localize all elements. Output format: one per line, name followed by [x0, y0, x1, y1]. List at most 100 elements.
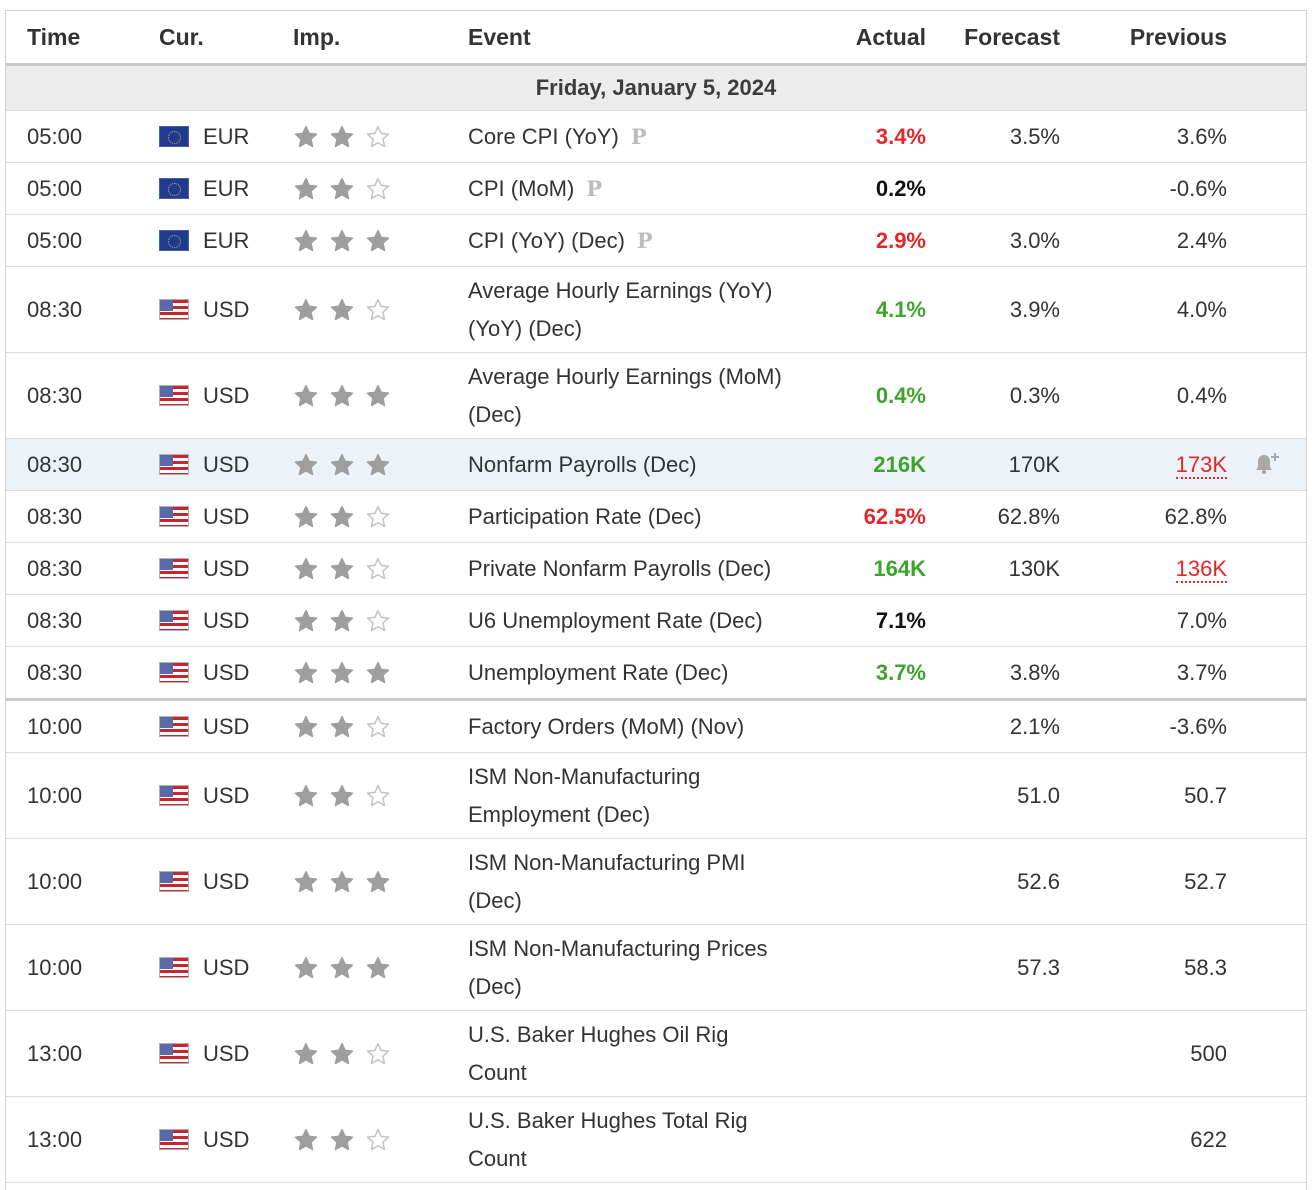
header-previous[interactable]: Previous: [1129, 23, 1227, 50]
add-alert-bell-icon[interactable]: [1252, 449, 1282, 481]
header-event[interactable]: Event: [468, 24, 531, 50]
event-name[interactable]: U.S. Baker Hughes Oil Rig: [468, 1021, 729, 1047]
event-name-line2[interactable]: (Dec): [468, 973, 522, 999]
table-row[interactable]: 10:00 USD ISM Non-Manufacturing Employment …: [6, 753, 1306, 839]
header-importance[interactable]: Imp.: [293, 23, 341, 50]
table-row[interactable]: 10:00 USD Factory Orders (MoM) (Nov) 2.1% -3…: [6, 701, 1306, 753]
table-row[interactable]: 08:30 USD Nonfarm Payrolls (Dec) 216K 170K 17…: [6, 439, 1306, 491]
currency-cell: EUR: [138, 228, 290, 254]
event-name[interactable]: U6 Unemployment Rate (Dec): [468, 607, 763, 633]
previous-value: 3.6%: [1176, 123, 1227, 149]
star-filled-icon: [365, 955, 391, 981]
currency-code: USD: [203, 954, 250, 980]
table-row[interactable]: 05:00 EUR Core CPI (YoY) P 3.4% 3.5% 3.6%: [6, 111, 1306, 163]
event-name[interactable]: ISM Non-Manufacturing PMI: [468, 849, 746, 875]
importance-stars: [290, 660, 468, 686]
header-currency[interactable]: Cur.: [159, 23, 204, 50]
star-filled-icon: [293, 714, 319, 740]
event-cell: Nonfarm Payrolls (Dec): [468, 446, 850, 484]
table-row[interactable]: 08:30 USD Average Hourly Earnings (MoM) (De…: [6, 353, 1306, 439]
previous-value: 622: [1190, 1126, 1227, 1152]
event-name[interactable]: Average Hourly Earnings (YoY): [468, 277, 773, 303]
previous-revised-value[interactable]: 136K: [1175, 555, 1227, 583]
us-flag-icon: [159, 385, 189, 406]
star-filled-icon: [293, 1127, 319, 1153]
header-forecast[interactable]: Forecast: [964, 23, 1060, 50]
event-time: 08:30: [27, 607, 83, 633]
event-name[interactable]: CPI (YoY) (Dec): [468, 227, 625, 253]
table-row[interactable]: 08:30 USD Participation Rate (Dec) 62.5% 62.…: [6, 491, 1306, 543]
event-name[interactable]: Core CPI (YoY): [468, 123, 619, 149]
preliminary-icon: P: [586, 175, 603, 201]
currency-code: USD: [203, 782, 250, 808]
table-row[interactable]: 10:00 USD ISM Non-Manufacturing PMI (Dec) 52…: [6, 839, 1306, 925]
currency-code: USD: [203, 382, 250, 408]
table-row[interactable]: 08:30 USD Average Hourly Earnings (YoY) (Yo…: [6, 267, 1306, 353]
table-row[interactable]: 08:30 USD U6 Unemployment Rate (Dec) 7.1% 7.…: [6, 595, 1306, 647]
table-row[interactable]: 05:00 EUR CPI (MoM) P 0.2% -0.6%: [6, 163, 1306, 215]
us-flag-icon: [159, 558, 189, 579]
importance-stars: [290, 452, 468, 478]
table-row[interactable]: 13:00 USD U.S. Baker Hughes Oil Rig Count 50…: [6, 1011, 1306, 1097]
event-time: 13:00: [27, 1040, 83, 1066]
star-filled-icon: [293, 660, 319, 686]
importance-stars: [290, 955, 468, 981]
event-cell: Core CPI (YoY) P: [468, 118, 850, 156]
event-name-line2[interactable]: Employment (Dec): [468, 801, 651, 827]
currency-cell: USD: [138, 714, 290, 740]
event-time: 10:00: [27, 782, 83, 808]
event-name[interactable]: ISM Non-Manufacturing: [468, 763, 701, 789]
event-name[interactable]: CPI (MoM): [468, 175, 575, 201]
event-name-line2[interactable]: (Dec): [468, 887, 522, 913]
event-name[interactable]: Unemployment Rate (Dec): [468, 659, 729, 685]
event-name[interactable]: Factory Orders (MoM) (Nov): [468, 713, 745, 739]
event-name[interactable]: Average Hourly Earnings (MoM): [468, 363, 782, 389]
event-name[interactable]: Participation Rate (Dec): [468, 503, 702, 529]
event-time: 05:00: [27, 123, 83, 149]
event-time: 05:00: [27, 175, 83, 201]
forecast-value: 170K: [1008, 451, 1060, 477]
previous-value: 7.0%: [1176, 607, 1227, 633]
previous-revised-value[interactable]: 173K: [1175, 451, 1227, 479]
previous-cell: 0.4%: [1060, 383, 1227, 409]
header-time[interactable]: Time: [27, 23, 81, 50]
preliminary-icon: P: [636, 227, 653, 253]
event-name-line2[interactable]: (YoY) (Dec): [468, 315, 583, 341]
us-flag-icon: [159, 299, 189, 320]
importance-stars: [290, 383, 468, 409]
table-row[interactable]: 13:00 USD U.S. Baker Hughes Total Rig Count…: [6, 1097, 1306, 1183]
event-name[interactable]: Private Nonfarm Payrolls (Dec): [468, 555, 772, 581]
currency-code: USD: [203, 451, 250, 477]
event-name[interactable]: U.S. Baker Hughes Total Rig: [468, 1107, 748, 1133]
star-filled-icon: [329, 383, 355, 409]
event-name-line2[interactable]: Count: [468, 1145, 527, 1171]
header-actual[interactable]: Actual: [855, 23, 926, 50]
star-filled-icon: [329, 869, 355, 895]
star-empty-icon: [365, 783, 391, 809]
date-row: Friday, January 5, 2024: [6, 66, 1306, 111]
table-row[interactable]: 05:00 EUR CPI (YoY) (Dec) P 2.9% 3.0% 2.4%: [6, 215, 1306, 267]
table-row[interactable]: 08:30 USD Private Nonfarm Payrolls (Dec) 16…: [6, 543, 1306, 595]
forecast-value: 3.5%: [1009, 123, 1060, 149]
event-name[interactable]: ISM Non-Manufacturing Prices: [468, 935, 768, 961]
forecast-value: 3.0%: [1009, 227, 1060, 253]
event-time: 10:00: [27, 868, 83, 894]
previous-cell: 3.6%: [1060, 124, 1227, 150]
table-row[interactable]: 10:00 USD ISM Non-Manufacturing Prices (Dec…: [6, 925, 1306, 1011]
event-name-line2[interactable]: Count: [468, 1059, 527, 1085]
star-filled-icon: [329, 608, 355, 634]
importance-stars: [290, 124, 468, 150]
star-filled-icon: [365, 660, 391, 686]
star-filled-icon: [293, 1041, 319, 1067]
us-flag-icon: [159, 1129, 189, 1150]
forecast-value: 52.6: [1017, 868, 1060, 894]
actual-value: 3.4%: [875, 123, 926, 149]
event-name-line2[interactable]: (Dec): [468, 401, 522, 427]
star-empty-icon: [365, 1127, 391, 1153]
previous-cell: 52.7: [1060, 869, 1227, 895]
eu-flag-icon: [159, 230, 189, 251]
event-rows: 05:00 EUR Core CPI (YoY) P 3.4% 3.5% 3.6% 05:00…: [6, 111, 1306, 1183]
event-name[interactable]: Nonfarm Payrolls (Dec): [468, 451, 697, 477]
currency-code: USD: [203, 607, 250, 633]
table-row[interactable]: 08:30 USD Unemployment Rate (Dec) 3.7% 3.8% 3…: [6, 647, 1306, 701]
